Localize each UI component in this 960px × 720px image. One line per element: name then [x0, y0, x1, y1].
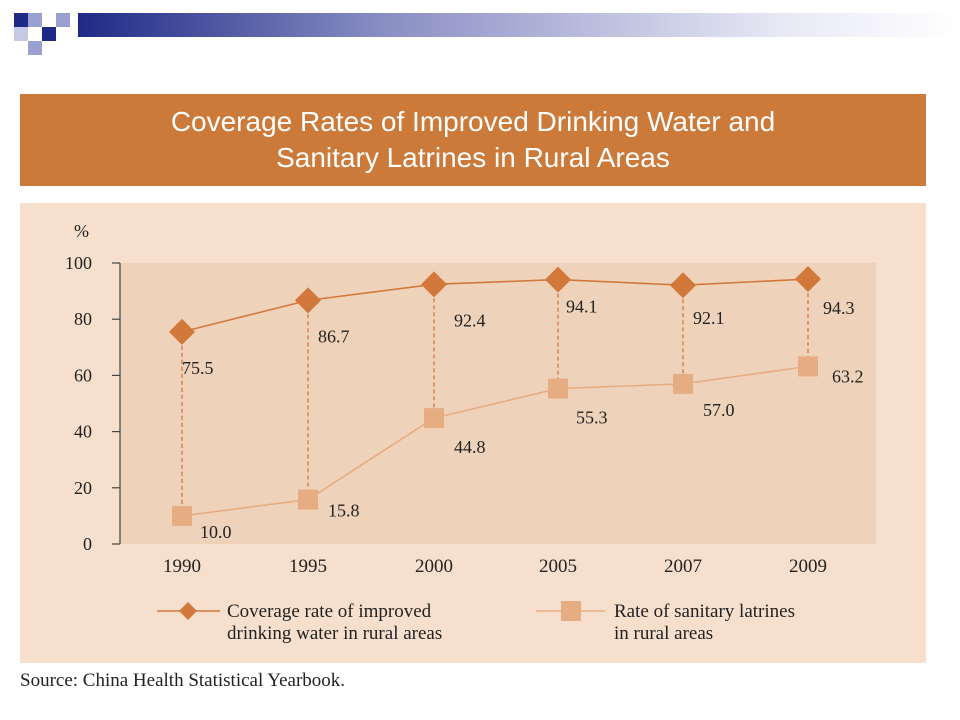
- x-tick-label: 2007: [664, 556, 702, 577]
- data-point-latrine: [172, 505, 192, 526]
- data-point-water: [421, 271, 447, 298]
- data-label-water: 92.1: [693, 308, 725, 328]
- decor-square-dark: [14, 13, 28, 27]
- y-tick-label: 80: [74, 309, 92, 329]
- chart-title-band: Coverage Rates of Improved Drinking Wate…: [20, 94, 926, 186]
- data-label-latrine: 63.2: [832, 366, 864, 386]
- y-tick-label: 0: [83, 534, 92, 554]
- y-axis-unit: %: [74, 221, 89, 241]
- decor-square-light: [56, 13, 70, 27]
- data-label-water: 94.1: [566, 297, 598, 317]
- y-tick-label: 40: [74, 422, 92, 442]
- data-point-water: [169, 318, 195, 345]
- legend-label-latrine: Rate of sanitary latrines: [614, 601, 795, 622]
- x-tick-label: 2009: [789, 556, 827, 577]
- chart-title: Coverage Rates of Improved Drinking Wate…: [170, 106, 776, 173]
- y-tick-label: 100: [65, 253, 92, 273]
- line-chart: 0 20 40 60 80 100% 1990 1995 2000 2005 2007 2009 75.…: [65, 221, 876, 644]
- decor-square-light: [14, 27, 28, 41]
- decor-square-light: [28, 41, 42, 55]
- legend-label-water: drinking water in rural areas: [227, 623, 442, 644]
- data-point-water: [545, 266, 571, 293]
- data-point-latrine: [673, 373, 693, 394]
- data-label-latrine: 57.0: [703, 400, 735, 420]
- data-point-latrine: [298, 489, 318, 510]
- data-label-water: 75.5: [182, 358, 214, 378]
- data-point-latrine: [424, 408, 444, 429]
- x-tick-label: 1995: [289, 556, 327, 577]
- data-label-water: 94.3: [823, 298, 855, 318]
- source-note: Source: China Health Statistical Yearboo…: [20, 670, 346, 691]
- data-point-water: [670, 272, 696, 299]
- series-line-latrine: [181, 365, 809, 517]
- slide-header-decoration: [0, 0, 960, 60]
- decor-square-light: [28, 13, 42, 27]
- x-tick-label: 1990: [163, 556, 201, 577]
- data-point-water: [295, 287, 321, 314]
- y-tick-label: 20: [74, 478, 92, 498]
- legend-label-latrine: in rural areas: [614, 623, 713, 644]
- data-point-latrine: [548, 378, 568, 399]
- x-tick-label: 2005: [539, 556, 577, 577]
- data-label-latrine: 15.8: [328, 501, 360, 521]
- chart-panel: 0 20 40 60 80 100% 1990 1995 2000 2005 2007 2009 75.…: [20, 203, 926, 663]
- legend-marker-water: [179, 602, 197, 620]
- x-tick-label: 2000: [415, 556, 453, 577]
- data-label-water: 86.7: [318, 326, 350, 346]
- data-label-latrine: 55.3: [576, 408, 608, 428]
- data-point-water: [795, 266, 821, 293]
- data-point-latrine: [798, 356, 818, 377]
- data-label-latrine: 10.0: [200, 522, 232, 542]
- decor-gradient-bar: [78, 13, 960, 37]
- series-line-water: [181, 278, 809, 333]
- data-label-latrine: 44.8: [454, 437, 486, 457]
- y-tick-label: 60: [74, 365, 92, 385]
- legend-marker-latrine: [561, 601, 581, 621]
- data-label-water: 92.4: [454, 310, 486, 330]
- legend-label-water: Coverage rate of improved: [227, 601, 432, 622]
- decor-square-dark: [42, 27, 56, 41]
